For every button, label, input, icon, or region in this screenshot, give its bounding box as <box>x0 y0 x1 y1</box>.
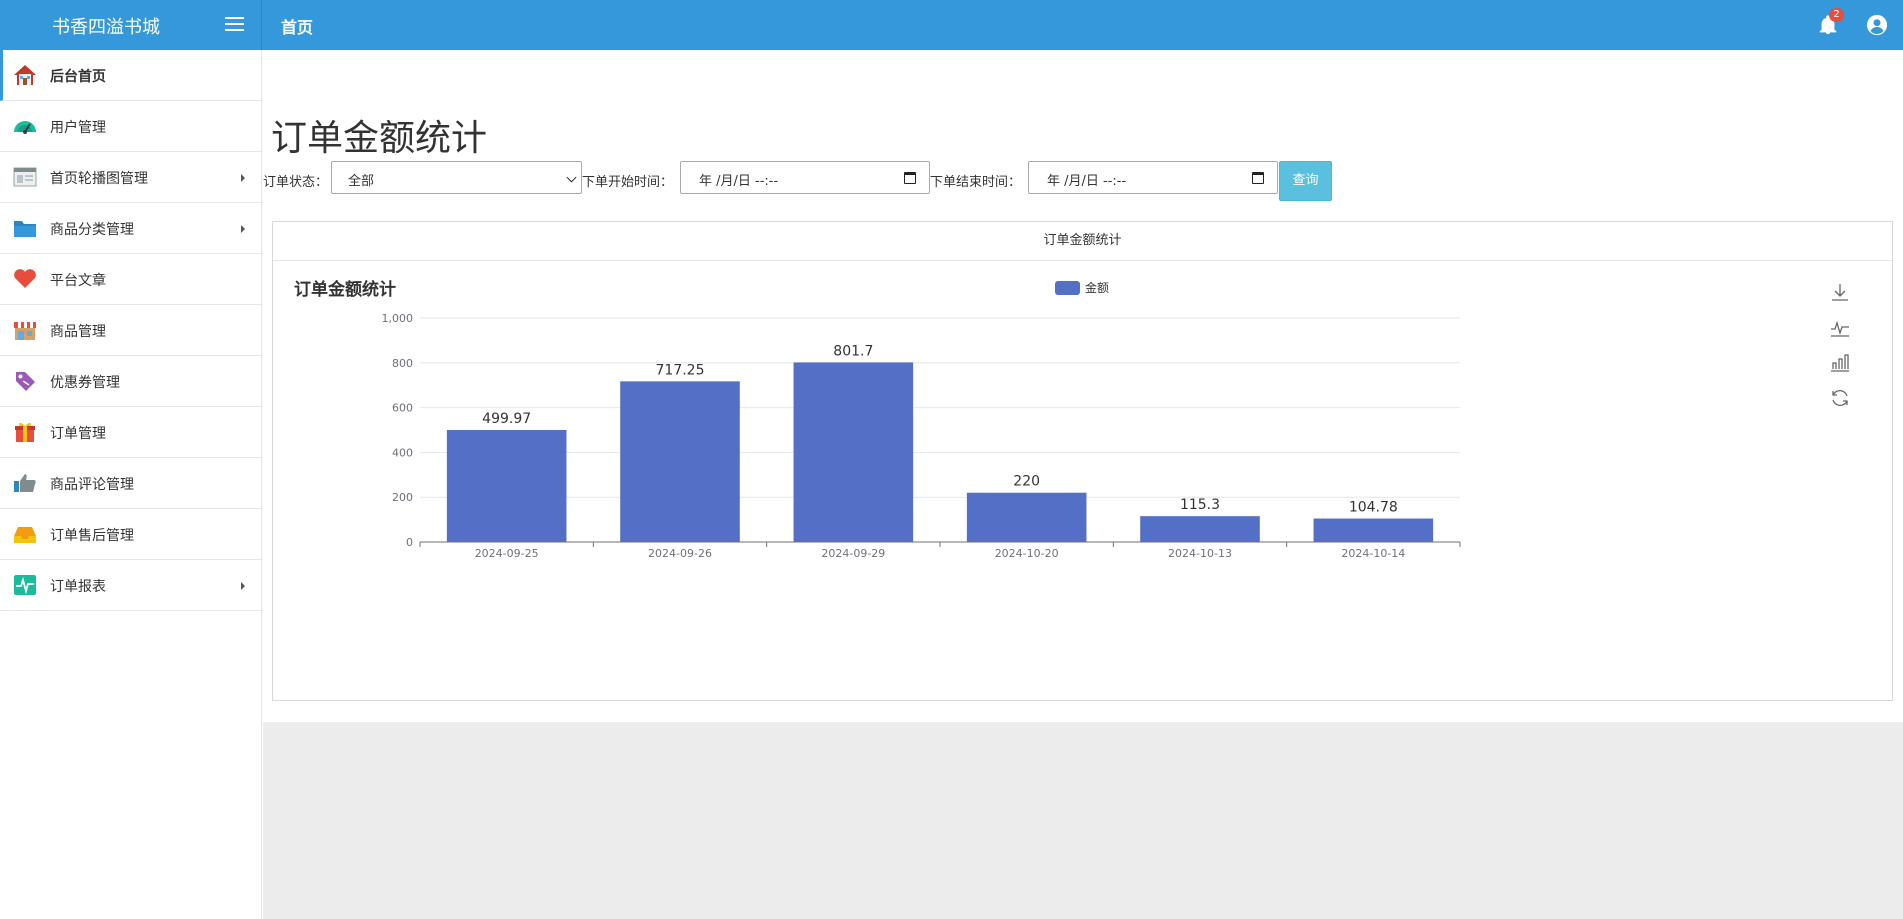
bar-data-label: 801.7 <box>833 343 873 359</box>
sidebar-item-dashboard[interactable]: 后台首页 <box>0 50 261 101</box>
sidebar-item-label: 订单管理 <box>50 426 106 442</box>
start-time-label: 下单开始时间： <box>582 175 674 190</box>
sidebar-item-label: 平台文章 <box>50 273 106 289</box>
bar-data-label: 717.25 <box>656 362 705 378</box>
x-tick-label: 2024-09-26 <box>648 547 712 560</box>
top-header: 书香四溢书城 首页 2 <box>0 0 1903 50</box>
panel-title: 订单金额统计 <box>273 222 1892 261</box>
download-icon[interactable] <box>1832 284 1848 301</box>
legend-swatch <box>1055 281 1080 295</box>
content-panel: 订单金额统计 订单状态： 全部 下单开始时间： 年 /月/日 --:-- 下单结… <box>263 50 1903 722</box>
bar-chart-icon[interactable] <box>1831 354 1849 372</box>
x-tick-label: 2024-10-20 <box>995 547 1059 560</box>
browser-window-icon <box>13 167 37 187</box>
sidebar-item-products[interactable]: 商品管理 <box>0 305 261 356</box>
x-tick-label: 2024-10-14 <box>1341 547 1405 560</box>
y-tick-label: 800 <box>392 357 413 370</box>
chart-panel: 订单金额统计 订单金额统计 金额 0 200 400 600 800 1,000 2024-… <box>272 221 1893 701</box>
sidebar-item-banners[interactable]: 首页轮播图管理 <box>0 152 261 203</box>
page-title: 订单金额统计 <box>271 118 488 159</box>
sidebar-item-users[interactable]: 用户管理 <box>0 101 261 152</box>
sidebar-item-reviews[interactable]: 商品评论管理 <box>0 458 261 509</box>
bar[interactable] <box>793 362 914 542</box>
store-icon <box>14 322 36 340</box>
chart-title: 订单金额统计 <box>294 279 396 300</box>
start-time-input[interactable]: 年 /月/日 --:-- <box>680 161 930 194</box>
order-status-select[interactable]: 全部 <box>331 161 582 194</box>
brand-area: 书香四溢书城 <box>0 0 262 50</box>
order-amount-chart: 订单金额统计 金额 0 200 400 600 800 1,000 2024-09-25 20… <box>294 279 1849 560</box>
chevron-down-icon <box>566 172 577 183</box>
x-tick-label: 2024-10-13 <box>1168 547 1232 560</box>
sidebar-item-label: 商品分类管理 <box>50 222 134 238</box>
gauge-icon <box>14 121 36 134</box>
menu-toggle-icon[interactable] <box>225 17 244 33</box>
sidebar-item-label: 后台首页 <box>50 69 106 85</box>
sidebar-item-after-sales[interactable]: 订单售后管理 <box>0 509 261 560</box>
line-chart-icon[interactable] <box>1831 320 1849 337</box>
gift-icon <box>15 422 35 442</box>
page-title-header: 首页 <box>281 18 314 37</box>
y-tick-label: 600 <box>392 402 413 415</box>
user-avatar-icon[interactable] <box>1866 14 1888 36</box>
home-icon <box>14 65 36 85</box>
sidebar-item-orders[interactable]: 订单管理 <box>0 407 261 458</box>
y-tick-label: 400 <box>392 446 413 459</box>
sidebar-item-label: 商品评论管理 <box>50 477 134 493</box>
sidebar-item-label: 订单报表 <box>50 579 106 595</box>
end-time-input[interactable]: 年 /月/日 --:-- <box>1028 161 1278 194</box>
sidebar-item-categories[interactable]: 商品分类管理 <box>0 203 261 254</box>
order-status-value: 全部 <box>348 174 375 189</box>
sidebar-item-articles[interactable]: 平台文章 <box>0 254 261 305</box>
bar[interactable] <box>446 430 567 542</box>
bar[interactable] <box>1313 518 1434 542</box>
sidebar-item-label: 用户管理 <box>50 120 106 136</box>
end-time-label: 下单结束时间： <box>930 175 1022 190</box>
y-tick-label: 200 <box>392 491 413 504</box>
sidebar-item-label: 商品管理 <box>50 324 106 340</box>
sidebar-item-reports[interactable]: 订单报表 <box>0 560 261 611</box>
bar-data-label: 499.97 <box>482 411 531 427</box>
folder-icon <box>14 221 36 237</box>
y-tick-label: 0 <box>406 536 413 549</box>
query-button[interactable]: 查询 <box>1279 161 1332 201</box>
calendar-icon[interactable] <box>904 172 916 184</box>
caret-right-icon <box>241 582 245 590</box>
calendar-icon[interactable] <box>1252 172 1264 184</box>
inbox-tray-icon <box>14 527 36 543</box>
main-area: 订单金额统计 订单状态： 全部 下单开始时间： 年 /月/日 --:-- 下单结… <box>263 50 1903 919</box>
bar-data-label: 104.78 <box>1349 500 1398 516</box>
bar[interactable] <box>620 381 740 542</box>
thumbs-up-icon <box>14 474 36 492</box>
x-tick-label: 2024-09-29 <box>821 547 885 560</box>
y-tick-label: 1,000 <box>382 312 414 325</box>
legend-label: 金额 <box>1085 280 1109 295</box>
chart-legend[interactable]: 金额 <box>1055 280 1109 295</box>
bar[interactable] <box>966 492 1087 542</box>
sidebar: 后台首页 用户管理 首页轮播图管理 商品分类管理 平 <box>0 50 262 919</box>
caret-right-icon <box>241 225 245 233</box>
order-status-label: 订单状态： <box>263 175 329 190</box>
sidebar-item-label: 首页轮播图管理 <box>50 171 148 187</box>
sidebar-item-coupons[interactable]: 优惠券管理 <box>0 356 261 407</box>
sidebar-item-label: 订单售后管理 <box>50 528 134 544</box>
heart-icon <box>14 269 36 288</box>
sidebar-item-label: 优惠券管理 <box>50 375 120 391</box>
notification-badge: 2 <box>1829 8 1844 22</box>
x-tick-label: 2024-09-25 <box>475 547 539 560</box>
bar[interactable] <box>1140 516 1260 542</box>
pulse-chart-icon <box>14 575 36 595</box>
chart-toolbox <box>1831 284 1849 406</box>
end-time-value: 年 /月/日 --:-- <box>1047 174 1127 189</box>
start-time-value: 年 /月/日 --:-- <box>699 174 779 189</box>
bar-data-label: 115.3 <box>1180 497 1220 513</box>
bar-data-label: 220 <box>1013 474 1040 490</box>
tag-icon <box>16 372 35 391</box>
refresh-icon[interactable] <box>1832 390 1848 406</box>
app-title: 书香四溢书城 <box>52 17 160 38</box>
caret-right-icon <box>241 174 245 182</box>
